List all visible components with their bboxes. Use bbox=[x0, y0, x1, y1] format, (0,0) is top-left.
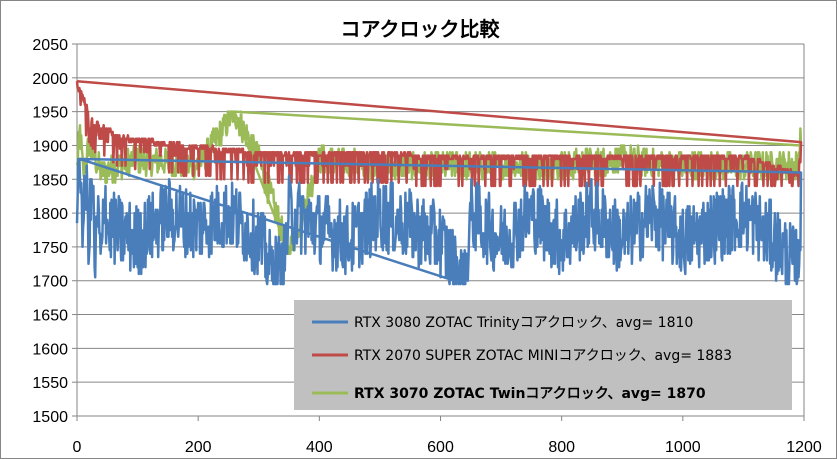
legend-label-rtx2070s: RTX 2070 SUPER ZOTAC MINIコアクロック、avg= 188… bbox=[354, 348, 732, 364]
x-axis-ticks: 0 200 400 600 800 1000 1200 bbox=[73, 416, 822, 456]
series-line-0 bbox=[75, 157, 803, 286]
y-tick-label-1850: 1850 bbox=[32, 172, 68, 189]
legend-label-rtx3070: RTX 3070 ZOTAC Twinコアクロック、avg= 1870 bbox=[354, 386, 706, 402]
legend-label-rtx3080: RTX 3080 ZOTAC Trinityコアクロック、avg= 1810 bbox=[354, 315, 693, 331]
y-tick-label-1900: 1900 bbox=[32, 138, 68, 155]
series-line-1 bbox=[75, 79, 803, 188]
y-tick-label-1600: 1600 bbox=[32, 341, 68, 358]
x-tick-label-600: 600 bbox=[427, 439, 454, 456]
x-tick-label-400: 400 bbox=[306, 439, 333, 456]
x-tick-label-800: 800 bbox=[548, 439, 575, 456]
x-tick-label-1200: 1200 bbox=[786, 439, 822, 456]
y-tick-label-2000: 2000 bbox=[32, 71, 68, 88]
legend-box bbox=[294, 300, 792, 410]
y-tick-label-1950: 1950 bbox=[32, 105, 68, 122]
y-tick-label-1700: 1700 bbox=[32, 274, 68, 291]
y-tick-label-1750: 1750 bbox=[32, 240, 68, 257]
y-tick-label-2050: 2050 bbox=[32, 37, 68, 54]
y-axis-ticks: 1500 1550 1600 1650 1700 1750 1800 1850 1900 1950… bbox=[32, 37, 77, 426]
y-tick-label-1800: 1800 bbox=[32, 206, 68, 223]
y-tick-label-1650: 1650 bbox=[32, 308, 68, 325]
chart-title: コアクロック比較 bbox=[341, 17, 501, 41]
series-layer bbox=[75, 79, 803, 286]
x-tick-label-200: 200 bbox=[185, 439, 212, 456]
x-tick-label-0: 0 bbox=[73, 439, 82, 456]
x-tick-label-1000: 1000 bbox=[665, 439, 701, 456]
y-tick-label-1550: 1550 bbox=[32, 375, 68, 392]
y-tick-label-1500: 1500 bbox=[32, 409, 68, 426]
legend: RTX 3080 ZOTAC Trinityコアクロック、avg= 1810 R… bbox=[294, 300, 792, 410]
